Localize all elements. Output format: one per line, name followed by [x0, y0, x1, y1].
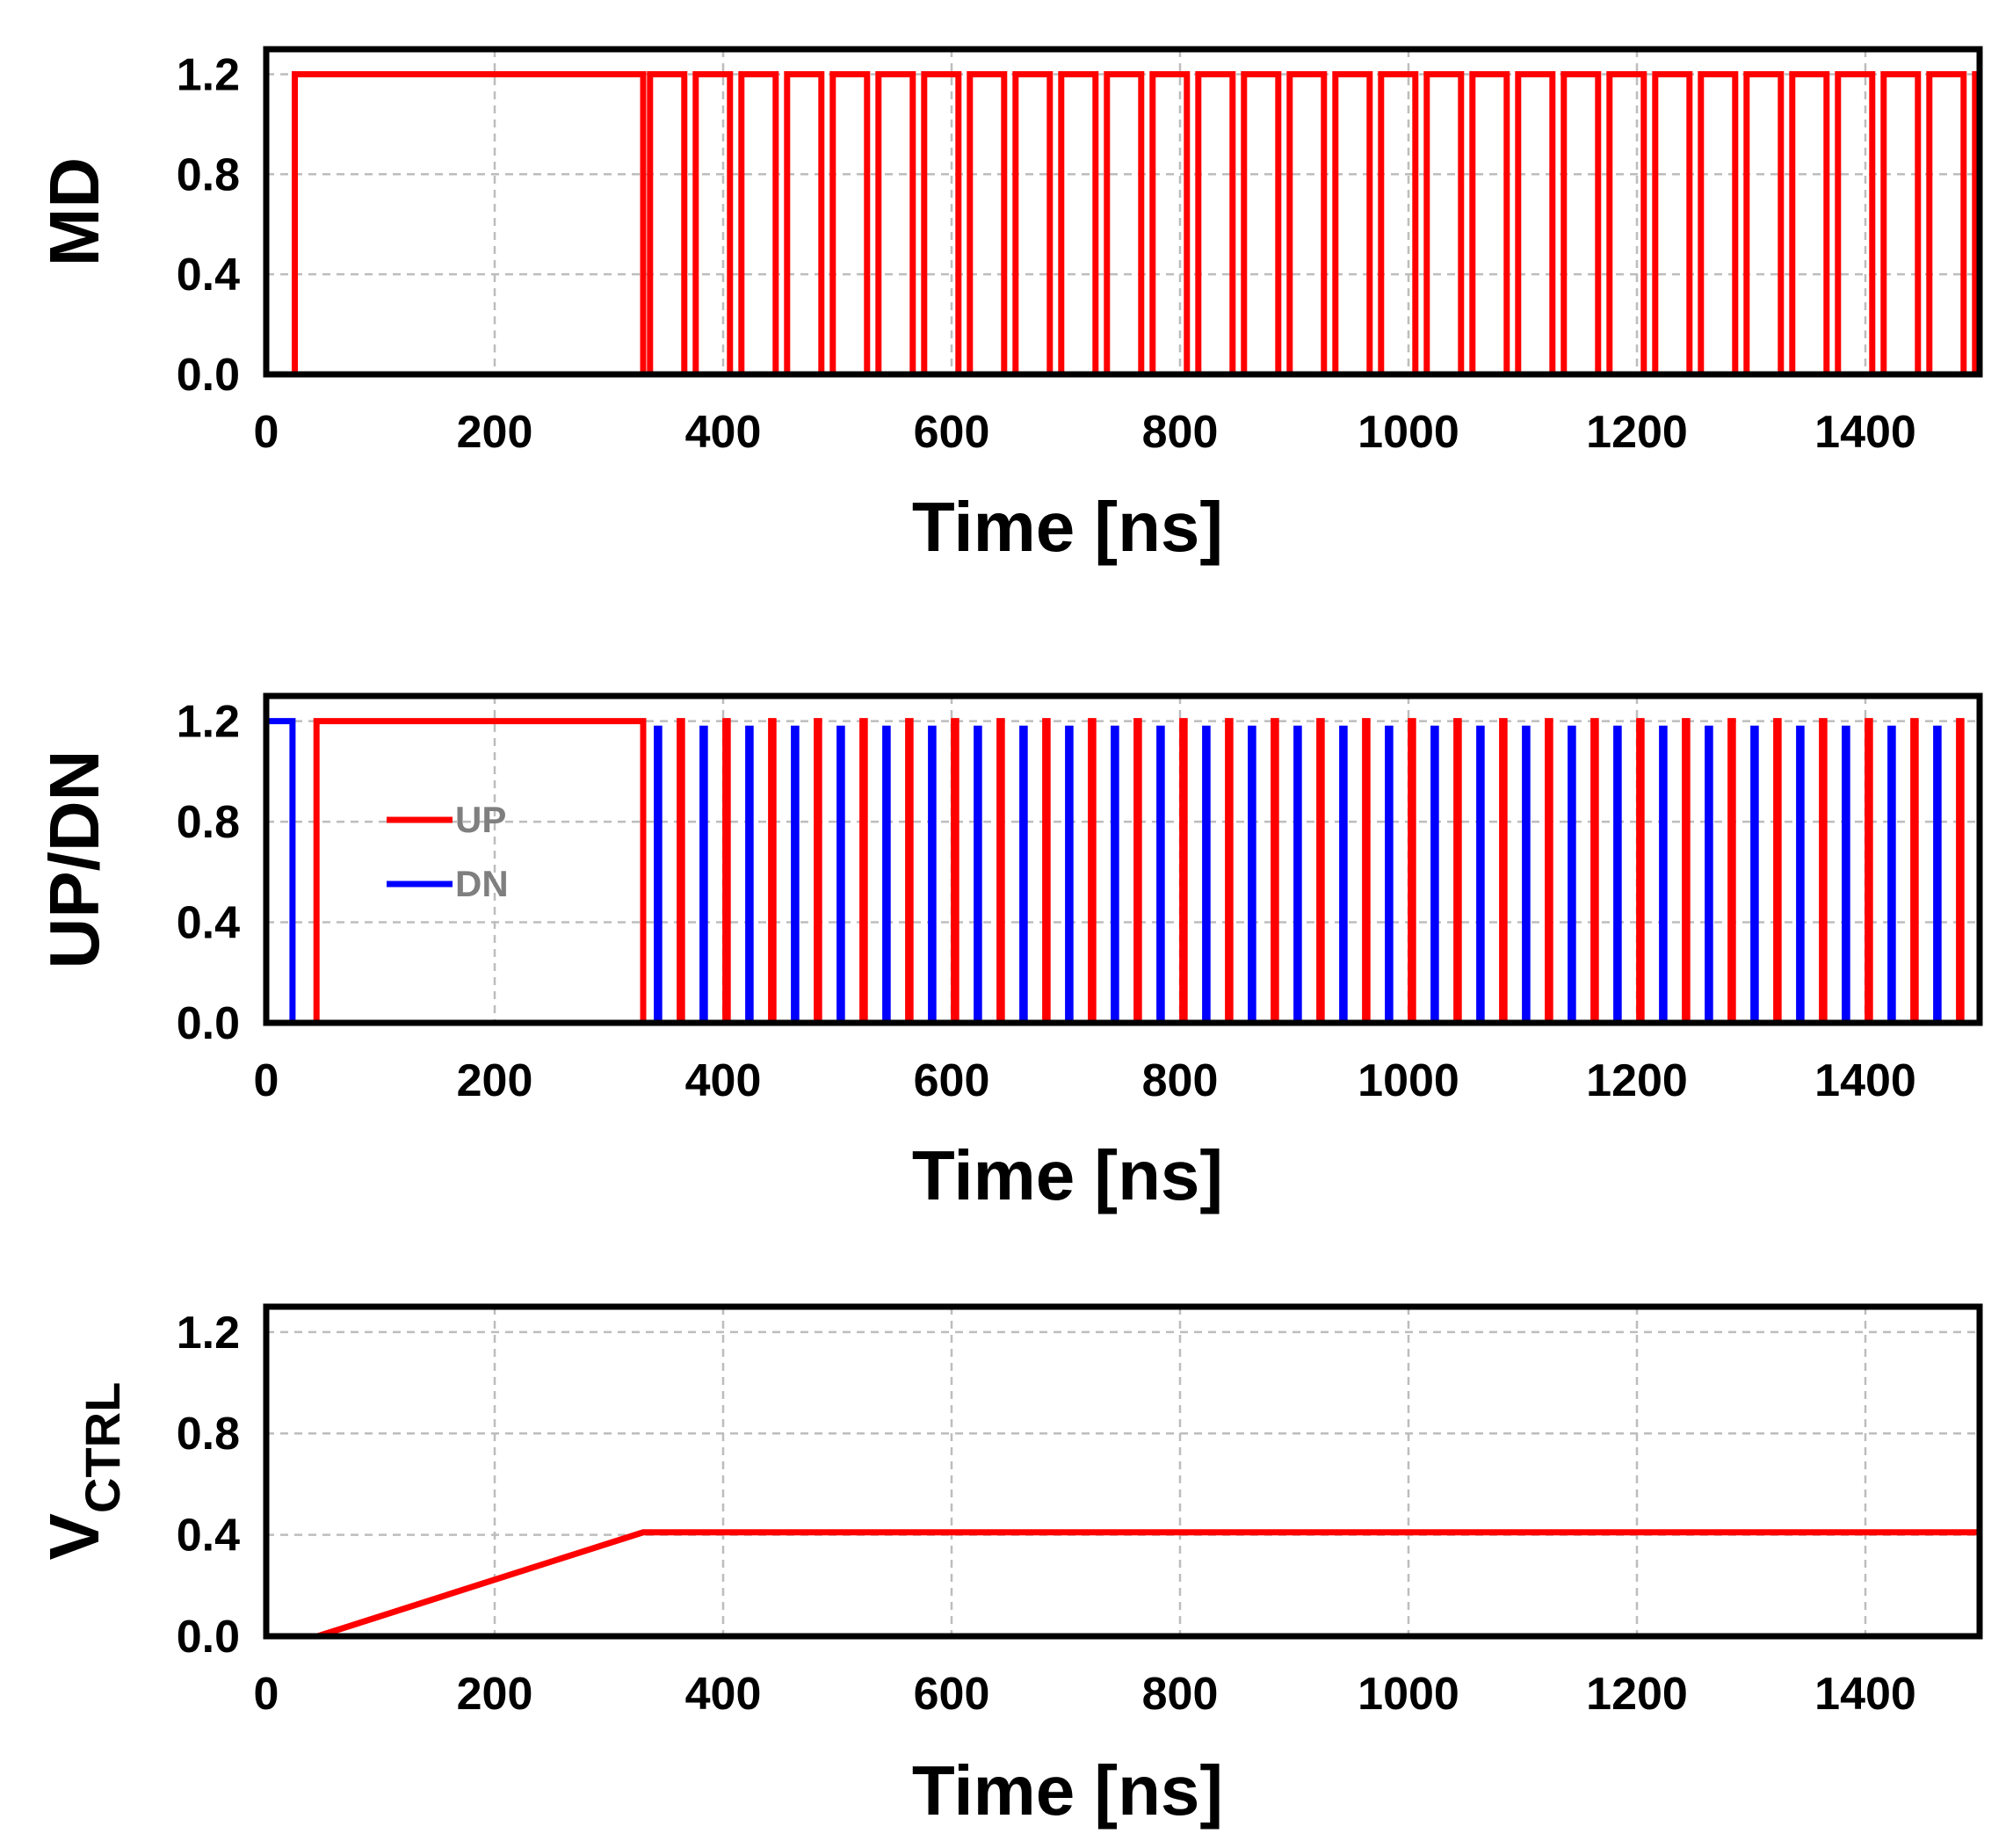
updn-y-axis-label: UP/DN: [35, 750, 113, 969]
updn-legend: UP DN: [387, 799, 509, 904]
vctrl-signal-trace: [266, 1529, 1980, 1640]
vctrl-x-tick-label: 1400: [1814, 1669, 1916, 1720]
updn-x-tick-label: 200: [457, 1055, 533, 1106]
md-x-tick-label: 0: [254, 407, 279, 458]
md-y-axis-label: MD: [35, 157, 113, 266]
md-y-tick-label: 0.8: [177, 149, 240, 200]
md-x-tick-label: 1000: [1358, 407, 1459, 458]
legend-dn-label: DN: [455, 863, 509, 904]
updn-y-tick-label: 0.0: [177, 998, 240, 1049]
vctrl-y-axis-label-group: VCTRL: [35, 1382, 130, 1561]
vctrl-x-tick-label: 1000: [1358, 1669, 1459, 1720]
md-x-tick-label: 1400: [1814, 407, 1916, 458]
md-x-tick-label: 800: [1142, 407, 1219, 458]
vctrl-y-ticks: 0.0 0.4 0.8 1.2: [177, 1308, 240, 1663]
vctrl-x-tick-label: 200: [457, 1669, 533, 1720]
updn-x-tick-label: 400: [685, 1055, 762, 1106]
updn-panel: 0.0 0.4 0.8 1.2 0 200 400 600 800 1000 1200 1400 T…: [35, 692, 1983, 1214]
md-x-tick-label: 200: [457, 407, 533, 458]
updn-x-tick-label: 0: [254, 1055, 279, 1106]
vctrl-x-axis-label: Time [ns]: [912, 1751, 1223, 1830]
vctrl-y-tick-label: 0.0: [177, 1612, 240, 1663]
updn-x-tick-label: 1200: [1586, 1055, 1688, 1106]
vctrl-x-ticks: 0 200 400 600 800 1000 1200 1400: [254, 1669, 1916, 1720]
updn-x-tick-label: 1400: [1814, 1055, 1916, 1106]
legend-up-label: UP: [455, 799, 506, 840]
vctrl-y-tick-label: 0.4: [177, 1511, 240, 1562]
md-y-ticks: 0.0 0.4 0.8 1.2: [177, 49, 240, 401]
updn-grid: [266, 696, 1980, 1023]
md-x-tick-label: 400: [685, 407, 762, 458]
updn-x-ticks: 0 200 400 600 800 1000 1200 1400: [254, 1055, 1916, 1106]
vctrl-panel: 0.0 0.4 0.8 1.2 0 200 400 600 800 1000 1200 1400 T…: [35, 1303, 1983, 1830]
md-plot-frame: [263, 46, 1983, 378]
vctrl-grid: [266, 1307, 1980, 1636]
md-x-axis-label: Time [ns]: [912, 488, 1223, 566]
vctrl-y-axis-subscript: CTRL: [75, 1382, 130, 1513]
vctrl-plot-frame: [263, 1303, 1983, 1640]
svg-text:VCTRL: VCTRL: [35, 1382, 130, 1561]
updn-dn-trace: [266, 718, 1980, 1026]
md-x-tick-label: 1200: [1586, 407, 1688, 458]
vctrl-x-tick-label: 800: [1142, 1669, 1219, 1720]
md-signal-trace: [266, 70, 1983, 378]
md-grid: [266, 49, 1980, 374]
updn-plot-frame: [263, 692, 1983, 1026]
vctrl-y-tick-label: 1.2: [177, 1308, 240, 1359]
vctrl-traces: [266, 1529, 1980, 1640]
vctrl-x-tick-label: 600: [914, 1669, 990, 1720]
updn-x-tick-label: 800: [1142, 1055, 1219, 1106]
md-x-tick-label: 600: [914, 407, 990, 458]
md-y-tick-label: 1.2: [177, 49, 240, 100]
vctrl-x-tick-label: 0: [254, 1669, 279, 1720]
updn-x-axis-label: Time [ns]: [912, 1136, 1223, 1214]
md-y-tick-label: 0.0: [177, 350, 240, 401]
updn-x-tick-label: 1000: [1358, 1055, 1459, 1106]
md-y-tick-label: 0.4: [177, 250, 240, 301]
vctrl-y-tick-label: 0.8: [177, 1409, 240, 1460]
vctrl-x-tick-label: 400: [685, 1669, 762, 1720]
updn-x-tick-label: 600: [914, 1055, 990, 1106]
updn-y-tick-label: 1.2: [177, 697, 240, 748]
updn-y-ticks: 0.0 0.4 0.8 1.2: [177, 697, 240, 1049]
updn-up-trace: [266, 718, 1980, 1026]
md-traces: [266, 70, 1983, 378]
md-panel: 0.0 0.4 0.8 1.2 0 200 400 600 800 1000 1200 1400 T…: [35, 46, 1983, 566]
updn-y-tick-label: 0.8: [177, 797, 240, 848]
vctrl-y-axis-label: V: [35, 1513, 113, 1560]
vctrl-x-tick-label: 1200: [1586, 1669, 1688, 1720]
updn-y-tick-label: 0.4: [177, 898, 240, 949]
updn-traces: [266, 718, 1980, 1026]
md-x-ticks: 0 200 400 600 800 1000 1200 1400: [254, 407, 1916, 458]
